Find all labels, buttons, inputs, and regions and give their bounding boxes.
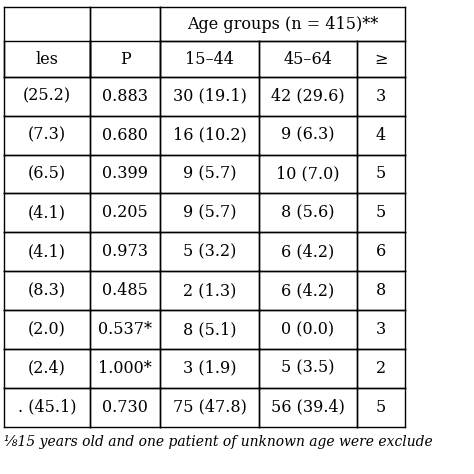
Text: 3: 3 <box>376 88 386 105</box>
Text: 8 (5.1): 8 (5.1) <box>182 321 236 338</box>
Text: 0.399: 0.399 <box>102 165 148 182</box>
Text: 9 (6.3): 9 (6.3) <box>281 127 334 144</box>
Text: 75 (47.8): 75 (47.8) <box>173 399 246 416</box>
Text: 5: 5 <box>376 204 386 221</box>
Text: 2 (1.3): 2 (1.3) <box>183 282 236 299</box>
Text: (2.0): (2.0) <box>28 321 66 338</box>
Text: 3 (1.9): 3 (1.9) <box>182 360 236 377</box>
Text: (4.1): (4.1) <box>28 204 66 221</box>
Text: les: les <box>36 51 59 67</box>
Text: (25.2): (25.2) <box>23 88 71 105</box>
Text: 45–64: 45–64 <box>283 51 332 67</box>
Text: 0 (0.0): 0 (0.0) <box>281 321 334 338</box>
Text: Age groups (n = 415)**: Age groups (n = 415)** <box>187 16 378 33</box>
Text: 30 (19.1): 30 (19.1) <box>173 88 246 105</box>
Text: (6.5): (6.5) <box>28 165 66 182</box>
Text: P: P <box>120 51 131 67</box>
Text: . (45.1): . (45.1) <box>18 399 76 416</box>
Text: 9 (5.7): 9 (5.7) <box>182 204 236 221</box>
Text: 3: 3 <box>376 321 386 338</box>
Text: 6 (4.2): 6 (4.2) <box>281 282 334 299</box>
Text: 16 (10.2): 16 (10.2) <box>173 127 246 144</box>
Text: (4.1): (4.1) <box>28 243 66 260</box>
Text: (8.3): (8.3) <box>28 282 66 299</box>
Text: 5: 5 <box>376 399 386 416</box>
Text: 42 (29.6): 42 (29.6) <box>271 88 345 105</box>
Text: 0.680: 0.680 <box>102 127 148 144</box>
Text: 0.730: 0.730 <box>102 399 148 416</box>
Text: 0.485: 0.485 <box>102 282 148 299</box>
Text: 8: 8 <box>376 282 386 299</box>
Text: 0.883: 0.883 <box>102 88 148 105</box>
Text: 5 (3.5): 5 (3.5) <box>281 360 334 377</box>
Text: ⅛15 years old and one patient of unknown age were exclude: ⅛15 years old and one patient of unknown… <box>4 435 433 449</box>
Text: (7.3): (7.3) <box>28 127 66 144</box>
Text: 10 (7.0): 10 (7.0) <box>276 165 339 182</box>
Text: 2: 2 <box>376 360 386 377</box>
Text: 9 (5.7): 9 (5.7) <box>182 165 236 182</box>
Text: 4: 4 <box>376 127 386 144</box>
Text: 5 (3.2): 5 (3.2) <box>183 243 236 260</box>
Text: 5: 5 <box>376 165 386 182</box>
Text: 6: 6 <box>376 243 386 260</box>
Text: 8 (5.6): 8 (5.6) <box>281 204 334 221</box>
Text: ≥: ≥ <box>374 51 387 67</box>
Text: 56 (39.4): 56 (39.4) <box>271 399 345 416</box>
Text: 6 (4.2): 6 (4.2) <box>281 243 334 260</box>
Text: (2.4): (2.4) <box>28 360 66 377</box>
Text: 0.205: 0.205 <box>102 204 148 221</box>
Text: 1.000*: 1.000* <box>99 360 152 377</box>
Text: 0.537*: 0.537* <box>98 321 152 338</box>
Text: 0.973: 0.973 <box>102 243 148 260</box>
Text: 15–44: 15–44 <box>185 51 234 67</box>
